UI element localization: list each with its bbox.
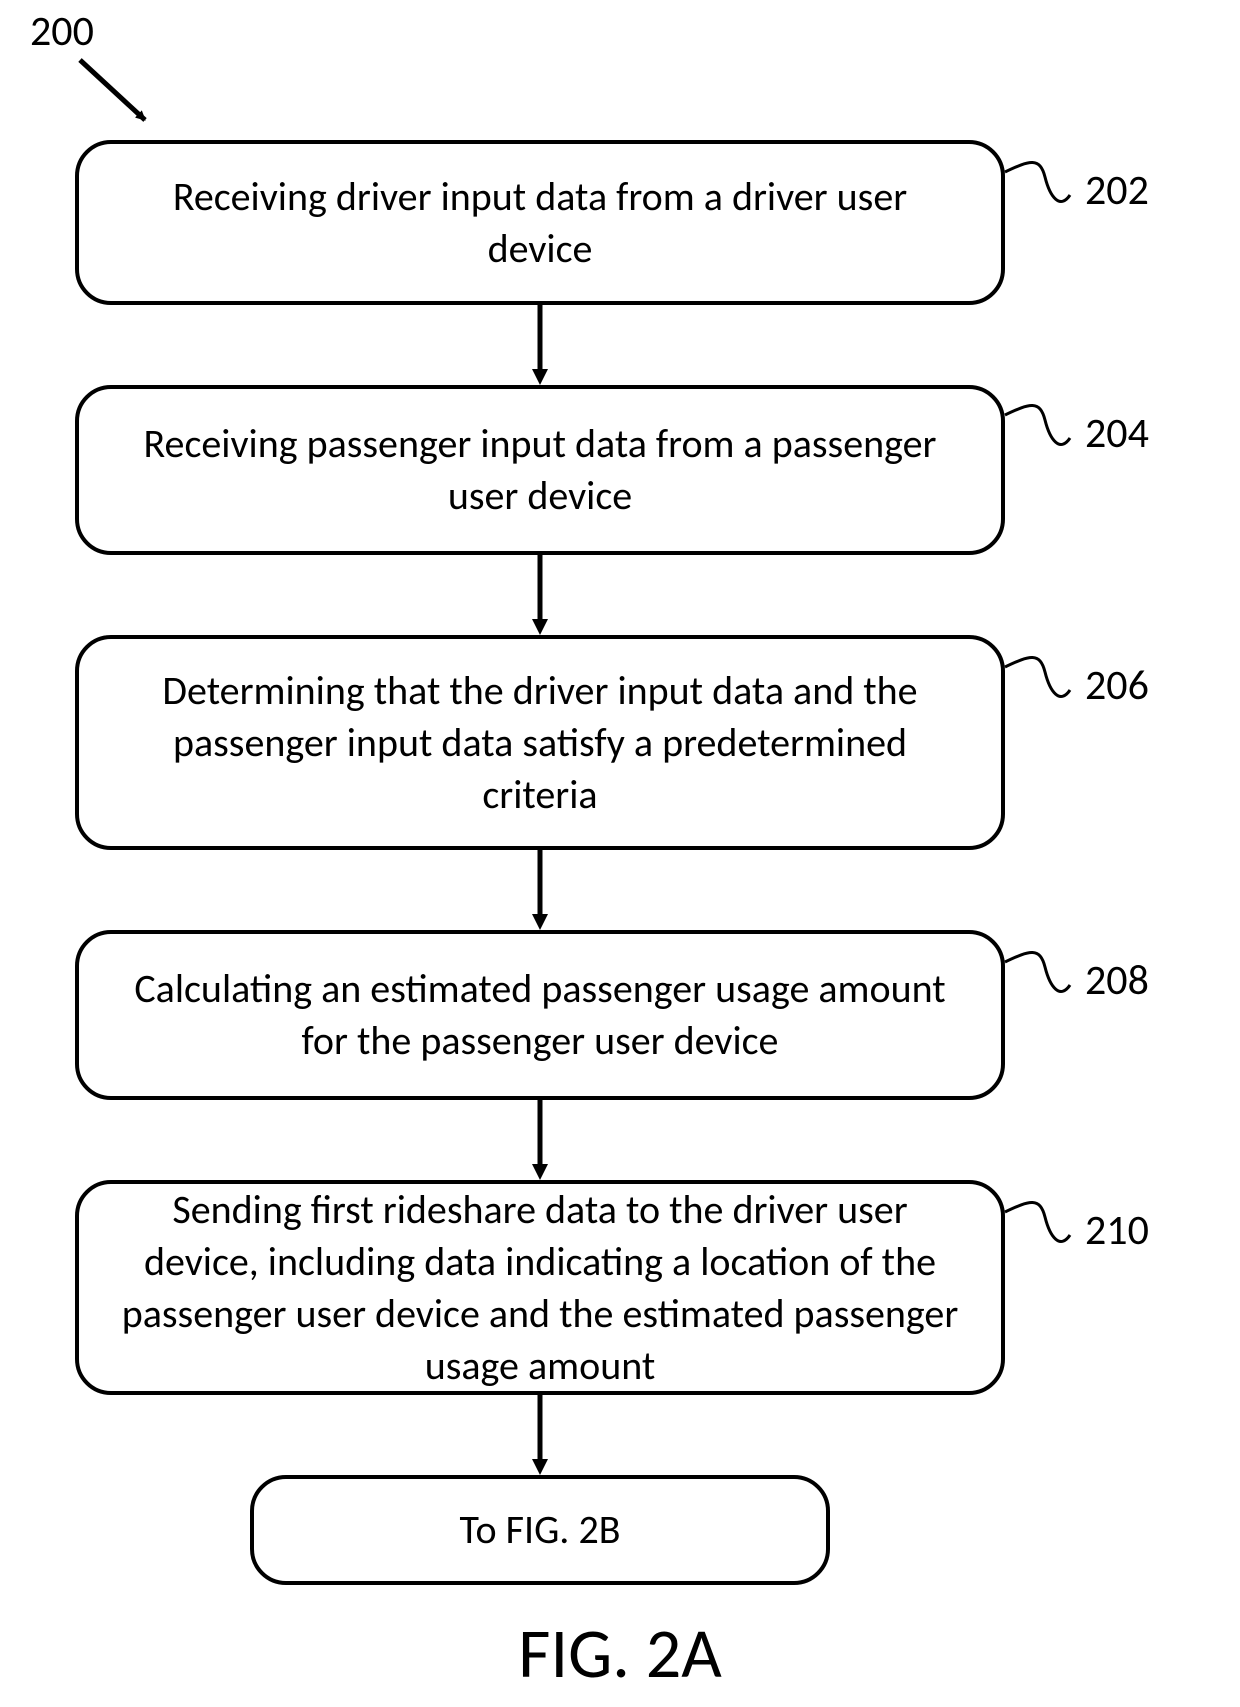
figure-caption: FIG. 2A	[0, 1610, 1240, 1696]
leader-line-210	[0, 0, 1240, 1707]
